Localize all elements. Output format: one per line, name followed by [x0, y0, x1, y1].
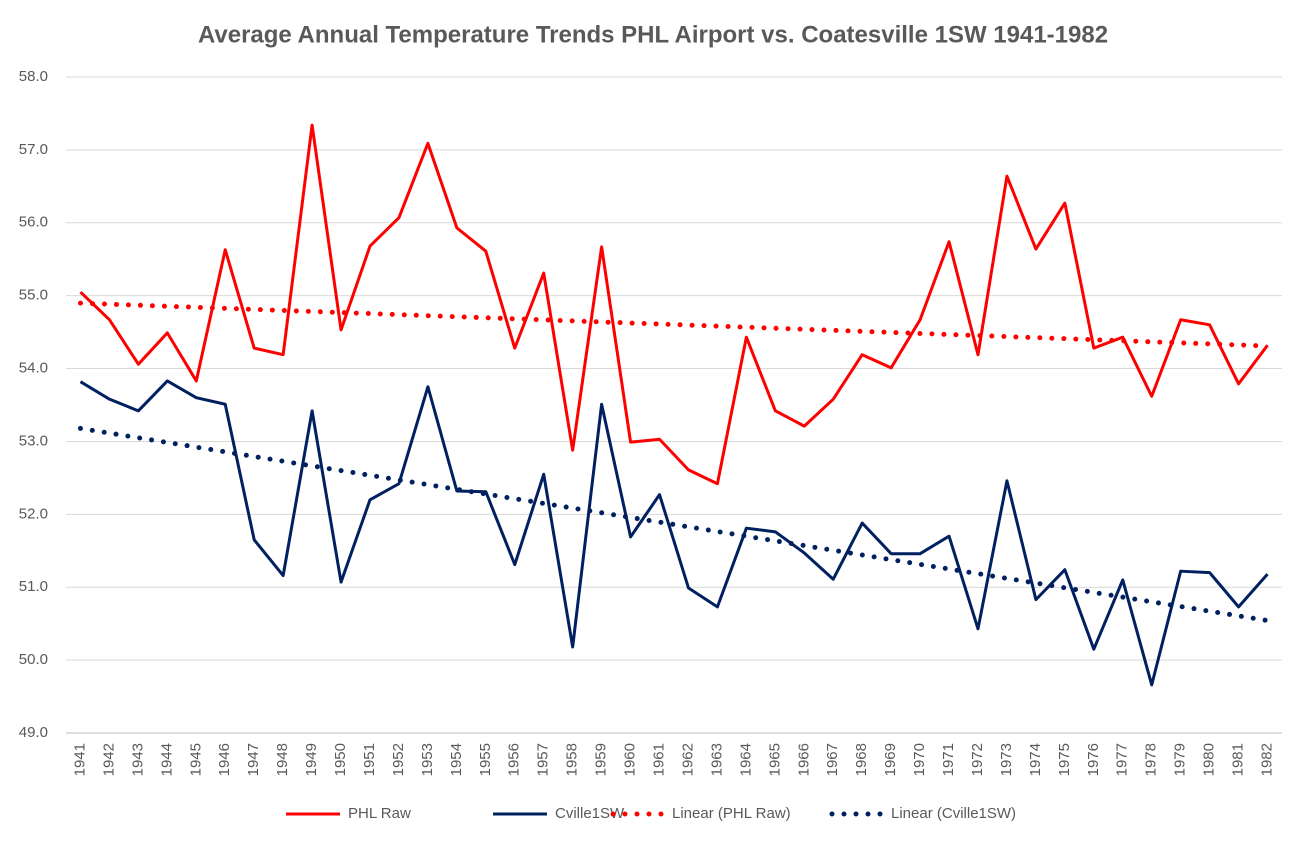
x-tick-label: 1973	[998, 743, 1015, 776]
y-tick-label: 58.0	[19, 68, 48, 85]
x-tick-label: 1972	[969, 743, 986, 776]
x-tick-label: 1971	[940, 743, 957, 776]
x-tick-label: 1943	[129, 743, 146, 776]
x-tick-label: 1959	[593, 743, 610, 776]
x-tick-label: 1947	[245, 743, 262, 776]
x-tick-label: 1944	[158, 743, 175, 776]
x-tick-label: 1966	[795, 743, 812, 776]
x-tick-label: 1955	[477, 743, 494, 776]
x-tick-label: 1950	[332, 743, 349, 776]
x-tick-label: 1946	[216, 743, 233, 776]
x-tick-label: 1951	[361, 743, 378, 776]
x-tick-label: 1948	[274, 743, 291, 776]
x-tick-label: 1954	[448, 743, 465, 776]
x-tick-label: 1970	[911, 743, 928, 776]
x-tick-label: 1979	[1172, 743, 1189, 776]
x-tick-label: 1977	[1114, 743, 1131, 776]
x-tick-label: 1949	[303, 743, 320, 776]
x-tick-label: 1960	[622, 743, 639, 776]
y-tick-label: 53.0	[19, 432, 48, 449]
x-tick-label: 1974	[1027, 743, 1044, 776]
x-tick-label: 1964	[737, 743, 754, 776]
x-tick-label: 1963	[708, 743, 725, 776]
x-tick-label: 1952	[390, 743, 407, 776]
x-tick-label: 1961	[650, 743, 667, 776]
x-tick-label: 1976	[1085, 743, 1102, 776]
x-tick-label: 1945	[187, 743, 204, 776]
y-tick-label: 50.0	[19, 651, 48, 668]
y-tick-label: 52.0	[19, 505, 48, 522]
x-tick-label: 1956	[506, 743, 523, 776]
y-tick-label: 51.0	[19, 578, 48, 595]
x-tick-label: 1981	[1230, 743, 1247, 776]
chart-title: Average Annual Temperature Trends PHL Ai…	[198, 21, 1108, 48]
x-tick-label: 1942	[100, 743, 117, 776]
x-tick-label: 1958	[564, 743, 581, 776]
trendline	[77, 425, 1271, 624]
x-tick-label: 1957	[535, 743, 552, 776]
x-tick-label: 1982	[1258, 743, 1275, 776]
x-tick-label: 1941	[71, 743, 88, 776]
x-tick-label: 1968	[853, 743, 870, 776]
x-tick-label: 1978	[1143, 743, 1160, 776]
y-tick-label: 56.0	[19, 214, 48, 231]
x-tick-label: 1953	[419, 743, 436, 776]
x-tick-label: 1967	[824, 743, 841, 776]
x-tick-label: 1965	[766, 743, 783, 776]
x-tick-label: 1962	[679, 743, 696, 776]
legend-label: PHL Raw	[348, 805, 411, 822]
y-tick-label: 57.0	[19, 141, 48, 158]
legend-label: Cville1SW	[555, 805, 625, 822]
data-line	[79, 379, 1269, 687]
y-tick-label: 55.0	[19, 287, 48, 304]
legend-label: Linear (Cville1SW)	[891, 805, 1016, 822]
x-tick-label: 1975	[1056, 743, 1073, 776]
x-tick-label: 1980	[1201, 743, 1218, 776]
data-line	[79, 123, 1269, 486]
y-tick-label: 54.0	[19, 360, 48, 377]
legend-label: Linear (PHL Raw)	[672, 805, 791, 822]
y-tick-label: 49.0	[19, 724, 48, 741]
x-tick-label: 1969	[882, 743, 899, 776]
